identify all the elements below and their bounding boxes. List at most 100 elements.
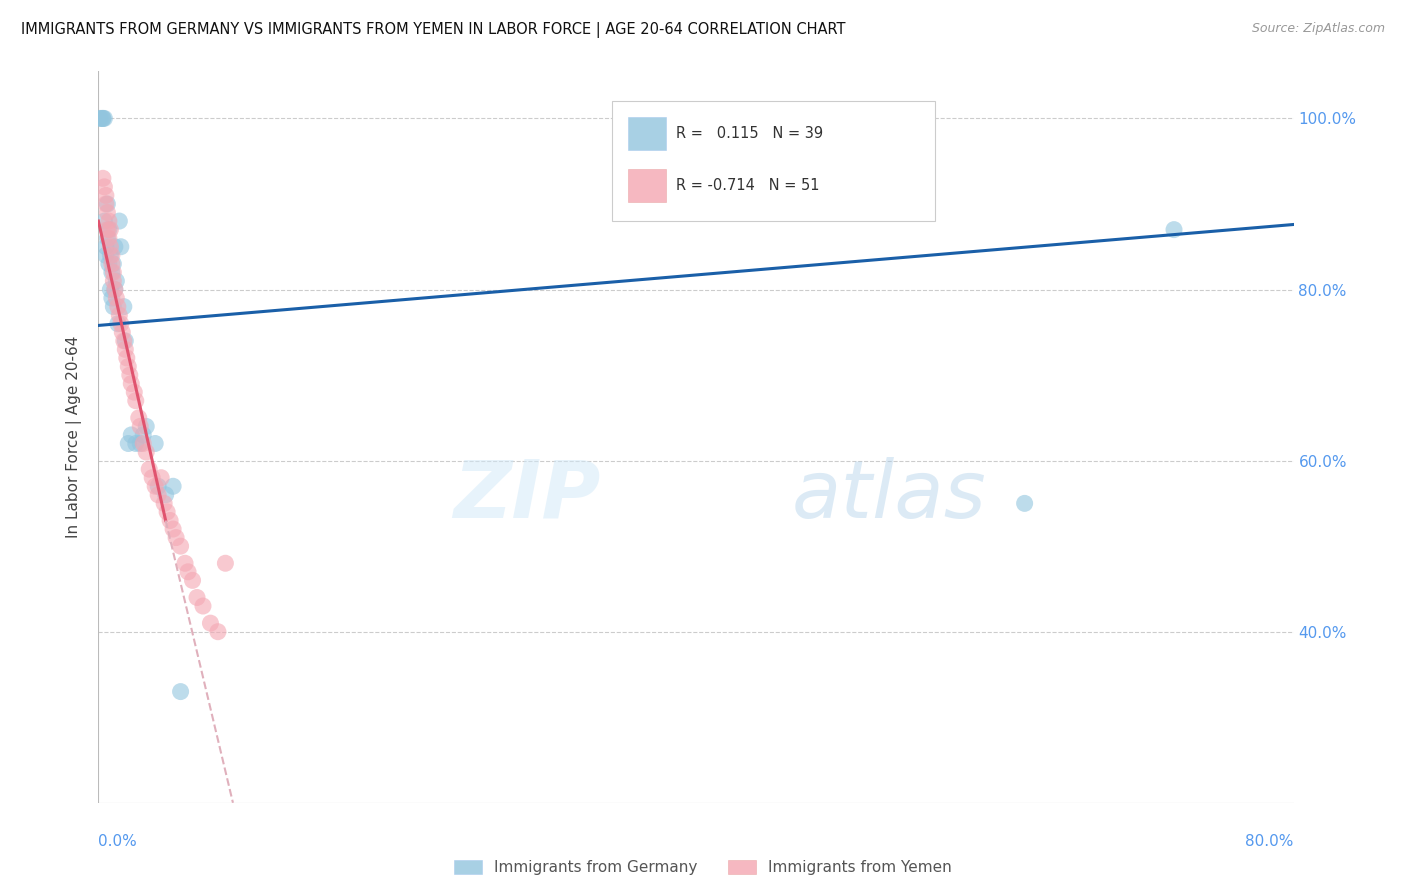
Point — [120, 376, 142, 391]
Point — [1014, 496, 1036, 510]
Point — [96, 222, 118, 236]
Point — [143, 479, 166, 493]
Point — [97, 257, 120, 271]
Point — [112, 334, 135, 348]
Text: IMMIGRANTS FROM GERMANY VS IMMIGRANTS FROM YEMEN IN LABOR FORCE | AGE 20-64 CORR: IMMIGRANTS FROM GERMANY VS IMMIGRANTS FR… — [21, 22, 845, 38]
Point — [125, 393, 148, 408]
Point — [115, 351, 138, 365]
Point — [104, 283, 127, 297]
Point — [97, 214, 120, 228]
Text: 80.0%: 80.0% — [1246, 834, 1294, 849]
Point — [128, 410, 150, 425]
Point — [207, 624, 229, 639]
Text: ZIP: ZIP — [453, 457, 600, 534]
Point — [120, 428, 142, 442]
Point — [93, 112, 115, 126]
Point — [162, 522, 184, 536]
Point — [135, 419, 157, 434]
Point — [93, 214, 115, 228]
Point — [132, 436, 155, 450]
Point — [101, 248, 124, 262]
Point — [148, 479, 170, 493]
Point — [96, 205, 118, 219]
FancyBboxPatch shape — [613, 101, 935, 221]
Point — [90, 112, 112, 126]
Point — [100, 248, 122, 262]
FancyBboxPatch shape — [628, 169, 666, 202]
Point — [94, 248, 117, 262]
Text: atlas: atlas — [792, 457, 987, 534]
Point — [165, 531, 187, 545]
Point — [114, 343, 136, 357]
Point — [94, 188, 117, 202]
Point — [110, 240, 132, 254]
Point — [100, 240, 122, 254]
Point — [181, 574, 204, 588]
Point — [135, 445, 157, 459]
Point — [91, 112, 114, 126]
Point — [117, 436, 139, 450]
Point — [91, 112, 114, 126]
Point — [129, 436, 152, 450]
Point — [100, 222, 122, 236]
Point — [155, 488, 177, 502]
Point — [101, 291, 124, 305]
Point — [108, 214, 131, 228]
Point — [97, 222, 120, 236]
Point — [103, 257, 125, 271]
Point — [103, 265, 125, 279]
Point — [186, 591, 208, 605]
Point — [214, 556, 236, 570]
Point — [101, 257, 124, 271]
Y-axis label: In Labor Force | Age 20-64: In Labor Force | Age 20-64 — [66, 336, 83, 538]
Point — [153, 496, 176, 510]
Point — [104, 240, 127, 254]
Point — [159, 514, 181, 528]
Point — [105, 274, 128, 288]
Point — [94, 240, 117, 254]
Point — [112, 300, 135, 314]
Point — [138, 462, 160, 476]
Point — [111, 326, 134, 340]
Point — [110, 317, 132, 331]
Point — [141, 471, 163, 485]
Point — [108, 308, 131, 322]
Point — [129, 419, 152, 434]
Point — [169, 539, 191, 553]
Point — [100, 283, 122, 297]
Text: R = -0.714   N = 51: R = -0.714 N = 51 — [676, 178, 820, 193]
Point — [169, 684, 191, 698]
Point — [117, 359, 139, 374]
Point — [97, 231, 120, 245]
Text: Source: ZipAtlas.com: Source: ZipAtlas.com — [1251, 22, 1385, 36]
Point — [177, 565, 200, 579]
Point — [1163, 222, 1185, 236]
Point — [105, 291, 128, 305]
Point — [148, 488, 170, 502]
Point — [103, 300, 125, 314]
Point — [162, 479, 184, 493]
Text: 0.0%: 0.0% — [98, 834, 138, 849]
FancyBboxPatch shape — [628, 117, 666, 150]
Text: R =   0.115   N = 39: R = 0.115 N = 39 — [676, 126, 823, 141]
Point — [107, 300, 129, 314]
Point — [96, 197, 118, 211]
Point — [114, 334, 136, 348]
Point — [91, 171, 114, 186]
Point — [132, 428, 155, 442]
Point — [89, 112, 111, 126]
Point — [94, 197, 117, 211]
Point — [103, 274, 125, 288]
Point — [200, 616, 222, 631]
Point — [143, 436, 166, 450]
Point — [104, 283, 127, 297]
Point — [125, 436, 148, 450]
Point — [150, 471, 173, 485]
Point — [118, 368, 141, 382]
Point — [191, 599, 214, 613]
Point — [101, 265, 124, 279]
Point — [107, 317, 129, 331]
Point — [96, 231, 118, 245]
Point — [174, 556, 197, 570]
Legend: Immigrants from Germany, Immigrants from Yemen: Immigrants from Germany, Immigrants from… — [454, 861, 952, 875]
